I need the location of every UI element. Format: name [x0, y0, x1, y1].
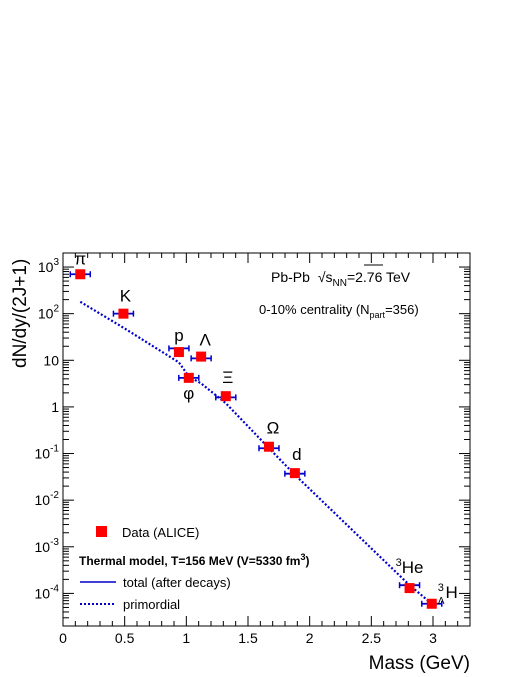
- primordial-line: [79, 300, 433, 605]
- x-tick-label: 2.5: [362, 630, 382, 646]
- particle-label: φ: [183, 384, 194, 403]
- y-tick-label: 102: [38, 304, 60, 322]
- data-point: [289, 468, 300, 479]
- y-tick-label: 10-2: [35, 490, 60, 508]
- legend-label-primordial: primordial: [123, 597, 180, 612]
- particle-label: 3He: [396, 557, 424, 577]
- y-tick-label: 10: [43, 352, 59, 368]
- x-tick-label: 1: [182, 630, 190, 646]
- s-symbol: s: [326, 269, 333, 285]
- particle-label: 3 ΛH: [438, 582, 458, 607]
- data-point: [183, 372, 194, 383]
- data-point: [426, 598, 437, 609]
- svg-text:Pb-Pb √sNN=2.76 TeV: Pb-Pb √sNN=2.76 TeV: [271, 269, 411, 289]
- data-point: [220, 391, 231, 402]
- data-point: [196, 351, 207, 362]
- centrality-value: =356): [385, 302, 419, 317]
- y-tick-label: 10-1: [35, 444, 60, 462]
- part-subscript: part: [370, 310, 386, 320]
- x-tick-label: 2: [306, 630, 314, 646]
- system-text: Pb-Pb: [271, 269, 310, 285]
- legend-model-header: Thermal model, T=156 MeV (V=5330 fm3): [79, 552, 309, 568]
- particle-label: p: [174, 326, 183, 345]
- legend: Data (ALICE) Thermal model, T=156 MeV (V…: [79, 525, 309, 612]
- particle-label: Ω: [267, 419, 280, 438]
- energy-text: =2.76 TeV: [347, 269, 411, 285]
- y-tick-label: 10-3: [35, 537, 60, 555]
- particle-label: Λ: [199, 331, 211, 350]
- x-tick-label: 0: [59, 630, 67, 646]
- data-point: [75, 269, 86, 280]
- centrality-annotation: 0-10% centrality (Npart=356): [259, 302, 419, 320]
- x-tick-label: 3: [429, 630, 437, 646]
- legend-marker-data: [96, 526, 107, 537]
- legend-label-data: Data (ALICE): [122, 525, 199, 540]
- particle-labels: π Kp Λφ Ξ Ωd 3He 3 ΛH: [74, 249, 457, 606]
- y-tick-label: 103: [38, 257, 60, 275]
- model-lines: [69, 271, 443, 607]
- x-tick-label: 0.5: [115, 630, 135, 646]
- x-axis-title: Mass (GeV): [369, 653, 470, 674]
- svg-text:0-10% centrality (Npart=356): 0-10% centrality (Npart=356): [259, 302, 419, 320]
- legend-label-total: total (after decays): [123, 575, 231, 590]
- data-points: [75, 269, 437, 609]
- y-tick-label: 10-4: [35, 583, 60, 601]
- x-tick-label: 1.5: [238, 630, 258, 646]
- particle-label: Ξ: [222, 368, 233, 387]
- particle-label: d: [292, 445, 301, 464]
- data-point: [173, 347, 184, 358]
- data-point: [263, 441, 274, 452]
- particle-label: K: [120, 287, 132, 306]
- centrality-text: 0-10% centrality (N: [259, 302, 370, 317]
- data-point: [404, 583, 415, 594]
- collision-system-annotation: Pb-Pb √sNN=2.76 TeV: [271, 264, 411, 289]
- data-point: [118, 308, 129, 319]
- sqrt-symbol: √: [318, 269, 326, 285]
- nn-subscript: NN: [333, 278, 347, 289]
- particle-label: π: [74, 249, 86, 268]
- y-tick-label: 1: [51, 399, 59, 415]
- y-axis-title: dN/dy/(2J+1): [10, 259, 31, 368]
